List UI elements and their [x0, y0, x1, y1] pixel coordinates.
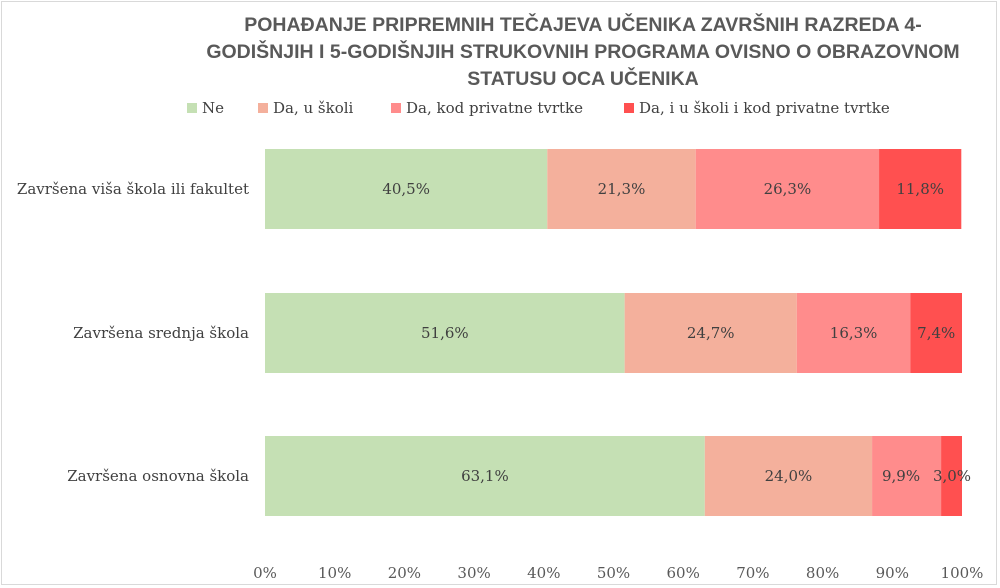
- bar-segment-2-3: [796, 293, 911, 373]
- category-label-3: Završena osnovna škola: [67, 467, 249, 485]
- bar-segment-1-4: [879, 149, 962, 229]
- bar-segment-2-4: [910, 293, 962, 373]
- bar-segment-3-1: [265, 436, 705, 516]
- data-label-2-1: 51,6%: [421, 324, 469, 342]
- data-label-2-4: 7,4%: [917, 324, 955, 342]
- bar-segment-2-2: [624, 293, 797, 373]
- data-label-1-2: 21,3%: [598, 180, 646, 198]
- bar-segment-3-3: [872, 436, 942, 516]
- bar-segment-1-2: [547, 149, 696, 229]
- x-tick-label-9: 90%: [876, 564, 909, 582]
- bar-segment-1-3: [695, 149, 880, 229]
- data-label-1-4: 11,8%: [896, 180, 944, 198]
- x-tick-label-5: 50%: [597, 564, 630, 582]
- data-label-3-2: 24,0%: [765, 467, 813, 485]
- legend-swatch-4: [624, 103, 634, 113]
- x-tick-label-8: 80%: [806, 564, 839, 582]
- bar-segment-1-1: [265, 149, 548, 229]
- x-axis: 0% 10% 20% 30% 40% 50% 60% 70% 80% 90% 100%: [253, 564, 983, 582]
- legend-label-4: Da, i u školi i kod privatne tvrtke: [639, 99, 890, 117]
- x-tick-label-6: 60%: [667, 564, 700, 582]
- chart-title-line-3: STATUSU OCA UČENIKA: [467, 66, 698, 90]
- bar-segment-3-2: [704, 436, 873, 516]
- bar-segment-2-1: [265, 293, 625, 373]
- category-label-1: Završena viša škola ili fakultet: [17, 180, 249, 198]
- category-label-2: Završena srednja škola: [73, 324, 249, 342]
- legend-label-2: Da, u školi: [273, 99, 354, 117]
- chart-title-line-2: GODIŠNJIH I 5-GODIŠNJIH STRUKOVNIH PROGR…: [206, 39, 959, 63]
- legend-swatch-3: [391, 103, 401, 113]
- data-label-3-4: 3,0%: [933, 467, 971, 485]
- x-tick-label-2: 20%: [388, 564, 421, 582]
- chart-legend: Ne Da, u školi Da, kod privatne tvrtke Da, …: [187, 99, 890, 117]
- legend-swatch-2: [258, 103, 268, 113]
- data-label-2-2: 24,7%: [687, 324, 735, 342]
- x-tick-label-3: 30%: [457, 564, 490, 582]
- data-label-3-1: 63,1%: [461, 467, 509, 485]
- chart-title: POHAĐANJE PRIPREMNIH TEČAJEVA UČENIKA ZA…: [206, 12, 959, 90]
- chart-title-line-1: POHAĐANJE PRIPREMNIH TEČAJEVA UČENIKA ZA…: [244, 12, 922, 36]
- legend-swatch-1: [187, 103, 197, 113]
- legend-label-3: Da, kod privatne tvrtke: [406, 99, 583, 117]
- x-tick-label-10: 100%: [941, 564, 984, 582]
- plot-area: Završena viša škola ili fakultet 40,5% 21,…: [17, 149, 971, 516]
- x-tick-label-7: 70%: [736, 564, 769, 582]
- data-label-3-3: 9,9%: [882, 467, 920, 485]
- data-label-1-1: 40,5%: [382, 180, 430, 198]
- legend-label-1: Ne: [202, 99, 224, 117]
- bar-segment-3-4: [941, 436, 962, 516]
- x-tick-label-4: 40%: [527, 564, 560, 582]
- x-tick-label-0: 0%: [253, 564, 277, 582]
- x-tick-label-1: 10%: [318, 564, 351, 582]
- data-label-1-3: 26,3%: [764, 180, 812, 198]
- data-label-2-3: 16,3%: [830, 324, 878, 342]
